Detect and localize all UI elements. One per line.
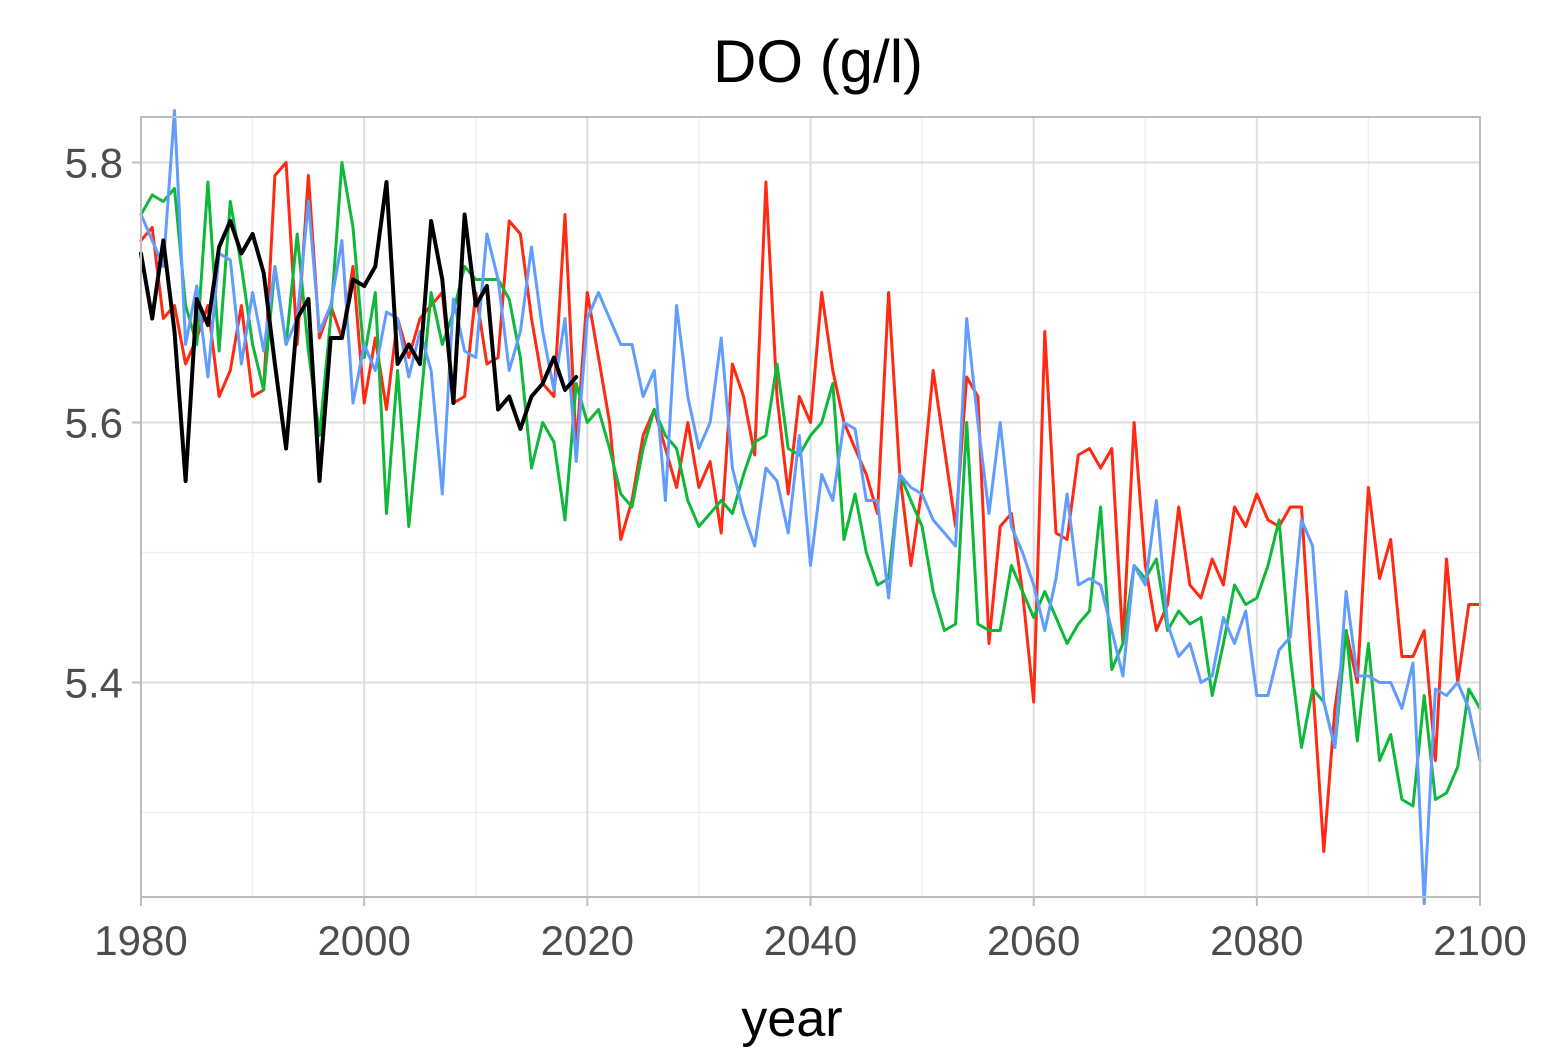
x-tick-label: 2000 — [317, 917, 410, 964]
x-tick-label: 2020 — [541, 917, 634, 964]
series-line-3 — [139, 109, 1482, 905]
x-axis-ticks: 1980 2000 2020 2040 2060 2080 2100 — [94, 897, 1527, 964]
y-tick-label: 5.4 — [65, 660, 123, 707]
x-axis-title: year — [741, 990, 842, 1048]
x-tick-label: 2080 — [1210, 917, 1303, 964]
series-line-4 — [139, 180, 579, 483]
series-line-1 — [139, 161, 1482, 853]
x-tick-label: 2040 — [764, 917, 857, 964]
y-tick-label: 5.8 — [65, 140, 123, 187]
x-tick-label: 1980 — [94, 917, 187, 964]
chart-title: DO (g/l) — [713, 28, 923, 95]
series-line-2 — [139, 161, 1482, 808]
major-gridlines — [140, 117, 1481, 897]
x-tick-label: 2060 — [987, 917, 1080, 964]
y-tick-label: 5.6 — [65, 400, 123, 447]
series-lines — [139, 109, 1482, 905]
x-tick-label: 2100 — [1433, 917, 1526, 964]
y-axis-ticks: 5.4 5.6 5.8 — [65, 140, 141, 707]
